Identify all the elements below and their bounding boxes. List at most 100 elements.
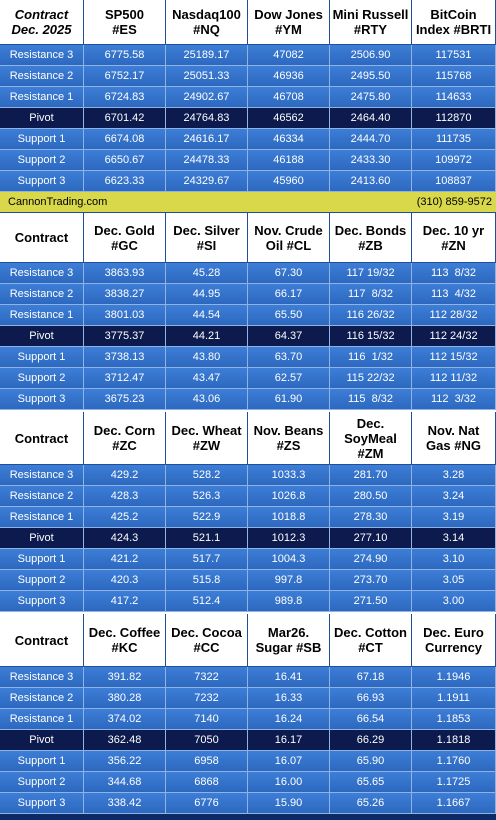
level-value: 65.50 — [248, 305, 330, 326]
instrument-header: Mar26. Sugar #SB — [248, 614, 330, 667]
level-value: 24764.83 — [166, 108, 248, 129]
header-text: Dec. Cotton #CT — [334, 625, 407, 655]
resistance-row: Resistance 3 429.2 528.2 1033.3 281.70 3.28 — [0, 465, 496, 486]
header-line: #KC — [111, 640, 138, 655]
level-label: Support 3 — [0, 389, 84, 410]
level-label: Resistance 3 — [0, 465, 84, 486]
level-value: 515.8 — [166, 570, 248, 591]
level-value: 112 24/32 — [412, 326, 496, 347]
level-value: 6724.83 — [84, 87, 166, 108]
header-text: SP500 #ES — [105, 7, 144, 37]
level-value: 43.47 — [166, 368, 248, 389]
header-text: Dow Jones #YM — [254, 7, 323, 37]
level-value: 6868 — [166, 772, 248, 793]
level-value: 6674.08 — [84, 129, 166, 150]
instrument-header: Dec. 10 yr #ZN — [412, 213, 496, 263]
level-label: Resistance 3 — [0, 667, 84, 688]
header-text: Dec. Bonds #ZB — [335, 223, 407, 253]
level-value: 274.90 — [330, 549, 412, 570]
level-value: 25189.17 — [166, 45, 248, 66]
level-value: 1.1946 — [412, 667, 496, 688]
level-value: 280.50 — [330, 486, 412, 507]
table-header-row: Contract Dec. Gold #GC Dec. Silver #SI Nov. C… — [0, 213, 496, 263]
header-line: #ZN — [441, 237, 466, 253]
level-value: 113 4/32 — [412, 284, 496, 305]
header-line: Contract — [14, 632, 69, 648]
level-value: 1004.3 — [248, 549, 330, 570]
level-value: 111735 — [412, 129, 496, 150]
instrument-header: Nov. Nat Gas #NG — [412, 412, 496, 465]
header-line: SoyMeal — [344, 430, 397, 446]
level-value: 1.1853 — [412, 709, 496, 730]
level-value: 362.48 — [84, 730, 166, 751]
instrument-header: Dec. Silver #SI — [166, 213, 248, 263]
header-text: Dec. Coffee #KC — [89, 625, 161, 655]
header-text: Mar26. Sugar #SB — [256, 625, 322, 655]
resistance-row: Resistance 3 391.82 7322 16.41 67.18 1.1946 — [0, 667, 496, 688]
resistance-row: Resistance 2 380.28 7232 16.33 66.93 1.1911 — [0, 688, 496, 709]
level-value: 44.21 — [166, 326, 248, 347]
level-value: 528.2 — [166, 465, 248, 486]
level-value: 7232 — [166, 688, 248, 709]
resistance-row: Resistance 1 374.02 7140 16.24 66.54 1.1853 — [0, 709, 496, 730]
level-value: 63.70 — [248, 347, 330, 368]
level-value: 3738.13 — [84, 347, 166, 368]
support-row: Support 1 356.22 6958 16.07 65.90 1.1760 — [0, 751, 496, 772]
level-value: 522.9 — [166, 507, 248, 528]
header-line: BitCoin — [430, 7, 477, 22]
header-line: SP500 — [104, 7, 145, 22]
header-text: Nasdaq100 #NQ — [172, 7, 241, 37]
level-label: Resistance 3 — [0, 45, 84, 66]
header-text: Mini Russell #RTY — [333, 7, 409, 37]
header-text: Contract Dec. 2025 — [12, 7, 72, 37]
header-text: Dec. Gold #GC — [94, 223, 155, 253]
level-value: 3.24 — [412, 486, 496, 507]
resistance-row: Resistance 2 3838.27 44.95 66.17 117 8/32 113… — [0, 284, 496, 305]
header-line: Sugar #SB — [255, 640, 322, 655]
header-line: Dec. Coffee — [88, 625, 161, 640]
header-line: Dec. Euro — [423, 625, 484, 640]
site-link[interactable]: CannonTrading.com — [8, 196, 108, 208]
level-value: 1.1818 — [412, 730, 496, 751]
header-text: Contract — [15, 633, 68, 648]
level-value: 117 19/32 — [330, 263, 412, 284]
support-row: Support 3 417.2 512.4 989.8 271.50 3.00 — [0, 591, 496, 612]
level-value: 356.22 — [84, 751, 166, 772]
header-text: Dec. Cocoa #CC — [171, 625, 242, 655]
level-value: 3838.27 — [84, 284, 166, 305]
level-value: 1.1911 — [412, 688, 496, 709]
level-value: 117 8/32 — [330, 284, 412, 305]
instrument-header: Dec. Wheat #ZW — [166, 412, 248, 465]
header-line: Dec. 2025 — [11, 22, 72, 37]
level-value: 65.26 — [330, 793, 412, 814]
level-label: Pivot — [0, 108, 84, 129]
instrument-header: Dec. Corn #ZC — [84, 412, 166, 465]
pivot-table-1: Contract Dec. 2025 SP500 #ES Nasdaq100 #NQ Dow… — [0, 0, 496, 192]
support-row: Support 1 3738.13 43.80 63.70 116 1/32 112 15… — [0, 347, 496, 368]
instrument-header: Nov. Crude Oil #CL — [248, 213, 330, 263]
level-value: 46708 — [248, 87, 330, 108]
table-separator — [0, 612, 496, 614]
header-text: Nov. Crude Oil #CL — [254, 223, 322, 253]
level-label: Support 1 — [0, 751, 84, 772]
level-label: Resistance 2 — [0, 688, 84, 709]
header-line: Dow Jones — [254, 7, 323, 22]
instrument-header: Dec. Cotton #CT — [330, 614, 412, 667]
level-label: Resistance 1 — [0, 305, 84, 326]
level-value: 989.8 — [248, 591, 330, 612]
level-value: 66.29 — [330, 730, 412, 751]
instrument-header: Nov. Beans #ZS — [248, 412, 330, 465]
level-label: Resistance 2 — [0, 66, 84, 87]
level-label: Pivot — [0, 730, 84, 751]
level-value: 24616.17 — [166, 129, 248, 150]
instrument-header: Dec. Coffee #KC — [84, 614, 166, 667]
level-value: 64.37 — [248, 326, 330, 347]
level-value: 24329.67 — [166, 171, 248, 192]
instrument-header: Nasdaq100 #NQ — [166, 0, 248, 45]
level-value: 15.90 — [248, 793, 330, 814]
level-value: 45960 — [248, 171, 330, 192]
level-value: 428.3 — [84, 486, 166, 507]
instrument-header: Dec. Bonds #ZB — [330, 213, 412, 263]
level-value: 3712.47 — [84, 368, 166, 389]
